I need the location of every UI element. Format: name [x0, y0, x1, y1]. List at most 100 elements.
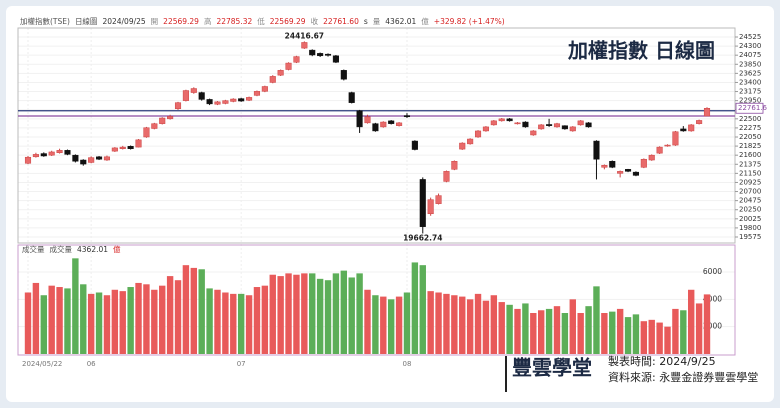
candle-body: [419, 179, 426, 227]
volume-bar: [364, 289, 371, 354]
y-tick-label: 24075: [739, 51, 761, 59]
y-tick-label: 23625: [739, 69, 761, 77]
y-tick-label: 20025: [739, 215, 761, 223]
volume-bar: [403, 292, 411, 354]
volume-bar: [198, 269, 205, 354]
candle-body: [506, 118, 513, 122]
header-item: 高: [204, 16, 212, 26]
candle-body: [119, 146, 126, 149]
candle-body: [198, 92, 205, 100]
volume-bar: [498, 302, 505, 354]
candle-body: [372, 123, 379, 132]
header-item: 22761.60: [323, 17, 359, 26]
candle-body: [159, 117, 166, 124]
candle-body: [640, 158, 647, 168]
header-item: 加權指數(TSE): [20, 16, 70, 26]
candle-body: [222, 100, 229, 104]
header-item: 22785.32: [216, 17, 252, 26]
volume-bar: [332, 273, 340, 354]
price-tag: [735, 102, 764, 114]
candle-body: [601, 165, 608, 168]
candle-body: [577, 120, 584, 126]
candle-body: [48, 151, 55, 156]
candle-body: [664, 144, 671, 147]
y-tick-label: 21150: [739, 169, 761, 177]
volume-bar: [356, 273, 363, 354]
source: 資料來源: 永豐金證券豐雲學堂: [608, 370, 758, 384]
candle-body: [293, 56, 300, 63]
volume-bar: [664, 326, 671, 354]
volume-bar: [537, 310, 545, 354]
volume-bar: [316, 278, 324, 354]
footer-box: [505, 356, 773, 398]
candle-body: [593, 140, 600, 160]
y-tick-label: 19575: [739, 233, 761, 241]
candle-body: [585, 122, 592, 128]
candle-body: [88, 157, 95, 163]
volume-bar: [577, 313, 584, 354]
candle-body: [246, 97, 253, 101]
header-item: 低: [257, 16, 265, 26]
volume-bar: [624, 317, 632, 354]
candle-body: [40, 153, 47, 157]
volume-bar: [466, 299, 474, 354]
volume-bar: [585, 306, 592, 354]
candle-body: [127, 146, 134, 149]
volume-bar: [174, 280, 182, 354]
volume-bar: [206, 288, 213, 354]
chart-title: 加權指數 日線圖: [567, 39, 715, 63]
candle-body: [348, 92, 355, 103]
candle-body: [530, 130, 537, 136]
volume-bar: [419, 265, 426, 354]
volume-bar: [151, 289, 158, 354]
y-tick-label: 22500: [739, 115, 761, 123]
candle-body: [174, 102, 182, 109]
volume-bar: [159, 285, 166, 354]
made-time: 製表時間: 2024/9/25: [608, 354, 716, 368]
candle-body: [151, 123, 158, 129]
candle-body: [143, 127, 150, 138]
candle-body: [561, 125, 568, 130]
volume-bar: [237, 293, 245, 354]
volume-bar: [56, 287, 63, 354]
volume-bar: [269, 274, 276, 354]
annotation: 19662.74: [403, 233, 442, 242]
volume-bar: [348, 277, 355, 354]
volume-bar: [703, 294, 711, 354]
volume-bar: [648, 319, 655, 354]
candle-body: [317, 53, 324, 57]
candle-body: [190, 88, 197, 93]
volume-bar: [601, 313, 608, 354]
candle-body: [253, 91, 261, 96]
candle-body: [680, 128, 687, 132]
header-item: s: [364, 17, 368, 26]
volume-bar: [506, 304, 513, 354]
volume-bar: [427, 291, 434, 354]
volume-bar: [103, 295, 111, 354]
candle-body: [688, 124, 695, 132]
y-tick-label: 21375: [739, 160, 761, 168]
x-tick-label: 07: [237, 360, 246, 368]
volume-bar: [474, 293, 482, 354]
volume-bar: [482, 300, 490, 354]
volume-bar: [324, 280, 332, 354]
candle-body: [206, 99, 213, 105]
volume-bar: [451, 295, 458, 354]
candle-body: [277, 70, 284, 76]
candle-body: [332, 55, 339, 63]
candle-body: [617, 171, 624, 174]
volume-bar: [443, 293, 450, 354]
header-item: +329.82 (+1.47%): [434, 17, 505, 26]
card: [6, 6, 774, 402]
vol-tick-label: 6000: [703, 267, 722, 276]
vol-tick-label: 2000: [703, 322, 722, 331]
volume-bar: [632, 314, 640, 354]
volume-bar: [64, 288, 71, 354]
y-tick-label: 23850: [739, 60, 761, 68]
candle-body: [167, 116, 174, 120]
vol-tick-label: 4000: [703, 294, 722, 303]
volume-bar: [277, 276, 284, 354]
candle-body: [569, 126, 576, 132]
candle-body: [514, 122, 521, 125]
y-tick-label: 22050: [739, 133, 761, 141]
